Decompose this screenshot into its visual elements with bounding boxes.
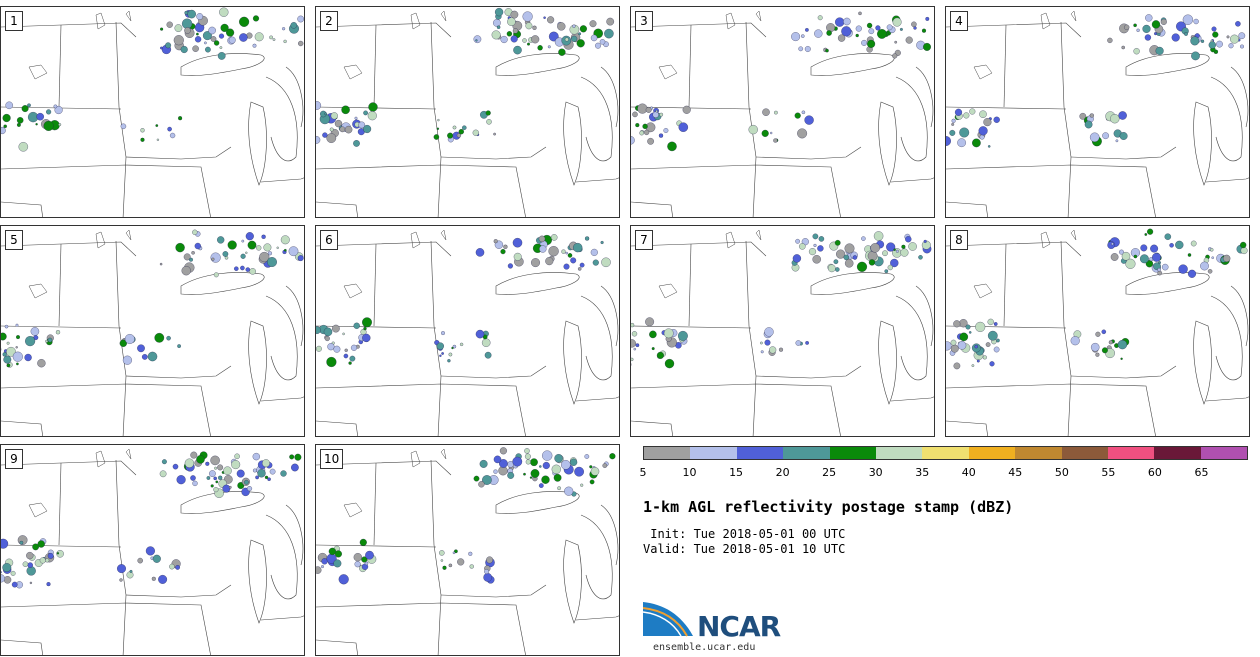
member-map [316,447,619,655]
colorbar-tick-label: 65 [1194,466,1209,479]
colorbar-segment [875,447,923,459]
colorbar-segment [922,447,969,459]
colorbar-tick-label: 45 [1008,466,1023,479]
init-time: Init: Tue 2018-05-01 00 UTC [643,527,846,541]
website-url: ensemble.ucar.edu [653,642,756,653]
colorbar-segment [1200,447,1248,459]
member-map [316,229,619,436]
colorbar-tick-label: 55 [1101,466,1116,479]
member-number: 5 [5,230,23,250]
member-map [631,229,934,436]
ensemble-member-panel-8: 8 [945,225,1250,437]
ncar-logo-icon [643,602,693,637]
chart-title: 1-km AGL reflectivity postage stamp (dBZ… [643,498,1014,516]
colorbar-tick-label: 60 [1147,466,1162,479]
member-number: 3 [635,11,653,31]
member-map [1,448,304,655]
colorbar-tick-label: 40 [961,466,976,479]
member-number: 7 [635,230,653,250]
colorbar-segment [1107,447,1155,459]
ensemble-member-panel-2: 2 [315,6,620,218]
colorbar-segment [1154,447,1201,459]
colorbar-segment [829,447,876,459]
valid-time: Valid: Tue 2018-05-01 10 UTC [643,542,846,556]
member-map [1,7,304,217]
colorbar-tick-label: 15 [729,466,744,479]
colorbar-segment [644,447,691,459]
member-map [316,7,619,217]
ensemble-member-panel-7: 7 [630,225,935,437]
colorbar-tick-label: 10 [682,466,697,479]
colorbar-segment [690,447,737,459]
ncar-logo-text: NCAR [697,610,781,643]
colorbar-tick-label: 20 [775,466,790,479]
member-number: 9 [5,449,23,469]
member-number: 1 [5,11,23,31]
member-map [631,10,934,217]
ensemble-member-panel-6: 6 [315,225,620,437]
member-number: 2 [320,11,338,31]
member-map [1,229,304,436]
member-number: 10 [320,449,344,469]
colorbar-segment [1061,447,1108,459]
member-map [946,228,1249,436]
colorbar-segment [1015,447,1062,459]
colorbar-tick-label: 25 [822,466,837,479]
member-number: 6 [320,230,338,250]
ensemble-member-panel-1: 1 [0,6,305,218]
colorbar-tick-label: 30 [868,466,883,479]
member-number: 4 [950,11,968,31]
colorbar-segment [783,447,830,459]
ensemble-member-panel-9: 9 [0,444,305,656]
member-map [946,10,1249,217]
colorbar-segment [968,447,1016,459]
colorbar-tick-label: 35 [915,466,930,479]
ensemble-member-panel-10: 10 [315,444,620,656]
ensemble-member-panel-5: 5 [0,225,305,437]
ensemble-member-panel-3: 3 [630,6,935,218]
member-number: 8 [950,230,968,250]
colorbar-tick-label: 5 [639,466,647,479]
colorbar-tick-label: 50 [1054,466,1069,479]
colorbar-segment [736,447,784,459]
ensemble-member-panel-4: 4 [945,6,1250,218]
reflectivity-colorbar [643,446,1248,460]
